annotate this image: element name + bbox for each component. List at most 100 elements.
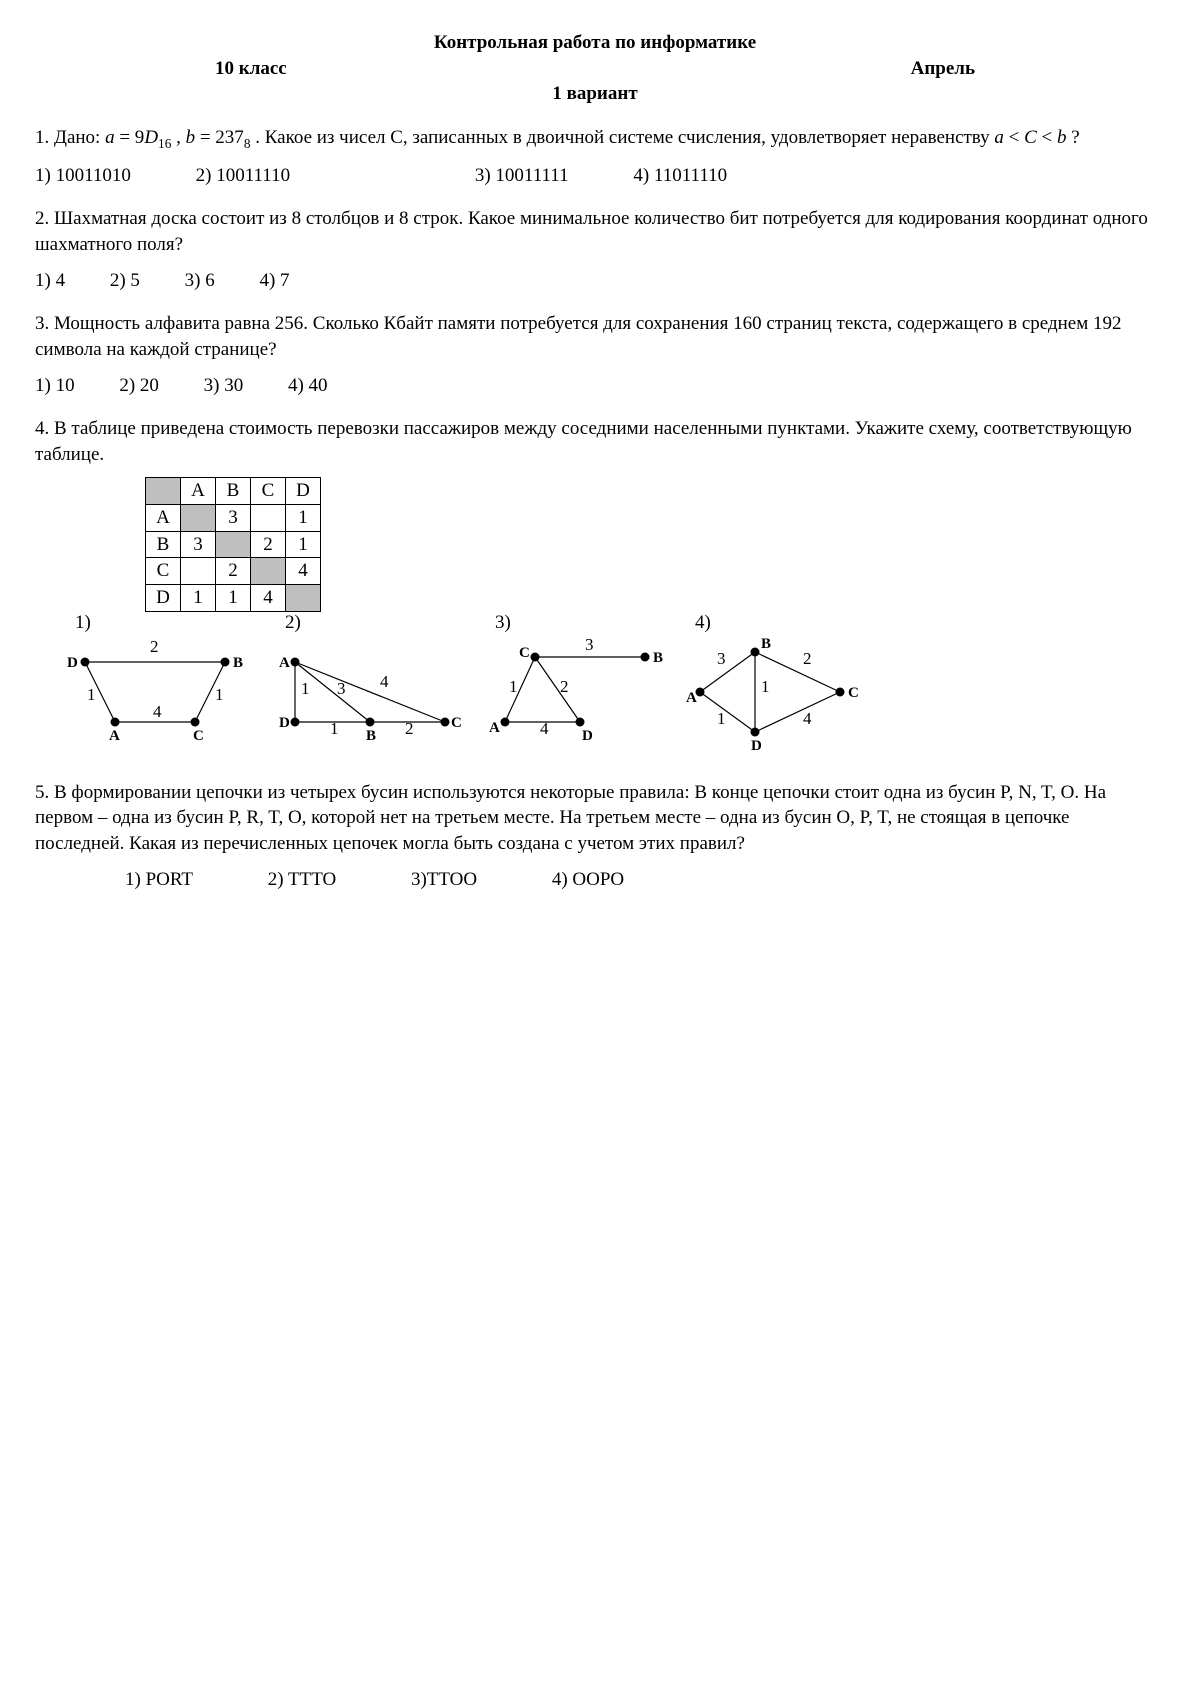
q1-comma: , (176, 127, 186, 148)
svg-text:D: D (279, 715, 290, 731)
q5-opt2: 2) TTTO (268, 867, 336, 893)
q1-lt2: < (1037, 127, 1057, 148)
q3-options: 1) 10 2) 20 3) 30 4) 40 (35, 373, 1155, 399)
graph-4: 32114BACD (685, 632, 875, 752)
graph-1-box: 1) 2114DBAC (65, 632, 265, 752)
tbl-BB (216, 531, 251, 558)
svg-text:B: B (233, 655, 243, 671)
svg-text:1: 1 (761, 677, 770, 696)
q5-opt4: 4) OOPO (552, 867, 624, 893)
tbl-col-A: A (181, 478, 216, 505)
graph-2: 13412ADBC (275, 632, 475, 752)
svg-text:2: 2 (803, 649, 812, 668)
graph-2-box: 2) 13412ADBC (275, 632, 475, 752)
q1-options: 1) 10011010 2) 10011110 3) 10011111 4) 1… (35, 163, 1155, 189)
graph-4-box: 4) 32114BACD (685, 632, 875, 752)
q4-graphs: 1) 2114DBAC 2) 13412ADBC 3) 3124CBAD 4) … (65, 632, 1155, 752)
q1-lt1: < (1004, 127, 1024, 148)
q1-opt4: 4) 11011110 (633, 163, 727, 189)
svg-text:4: 4 (380, 672, 389, 691)
q2-opt2: 2) 5 (110, 268, 140, 294)
svg-text:D: D (751, 738, 762, 752)
q2-opt3: 3) 6 (185, 268, 215, 294)
tbl-CC (251, 558, 286, 585)
tbl-col-C: C (251, 478, 286, 505)
svg-text:1: 1 (330, 719, 339, 738)
tbl-AB: 3 (216, 505, 251, 532)
variant-label: 1 вариант (35, 81, 1155, 107)
svg-text:2: 2 (150, 637, 159, 656)
svg-text:D: D (582, 728, 593, 744)
svg-text:A: A (279, 655, 290, 671)
tbl-DB: 1 (216, 584, 251, 611)
svg-text:4: 4 (540, 719, 549, 738)
q1-ineq-c: C (1024, 127, 1037, 148)
svg-text:1: 1 (301, 679, 310, 698)
tbl-AD: 1 (286, 505, 321, 532)
svg-text:1: 1 (87, 685, 96, 704)
tbl-CD: 4 (286, 558, 321, 585)
q5-options: 1) PORT 2) TTTO 3)TTOO 4) OOPO (35, 867, 1155, 893)
tbl-row-A: A (146, 505, 181, 532)
svg-text:1: 1 (509, 677, 518, 696)
q1-tail: ? (1067, 127, 1080, 148)
q3-opt1: 1) 10 (35, 373, 75, 399)
graph-3-box: 3) 3124CBAD (485, 632, 675, 752)
svg-text:D: D (67, 655, 78, 671)
q3-opt2: 2) 20 (119, 373, 159, 399)
svg-text:1: 1 (717, 709, 726, 728)
question-5: 5. В формировании цепочки из четырех бус… (35, 780, 1155, 857)
tbl-DA: 1 (181, 584, 216, 611)
q1-a-eq: = 9 (115, 127, 145, 148)
q5-opt1: 1) PORT (125, 867, 193, 893)
graph-1-label: 1) (75, 610, 91, 636)
svg-text:3: 3 (717, 649, 726, 668)
tbl-DC: 4 (251, 584, 286, 611)
tbl-CB: 2 (216, 558, 251, 585)
q1-a-sub: 16 (158, 136, 171, 151)
svg-text:4: 4 (803, 709, 812, 728)
tbl-row-C: C (146, 558, 181, 585)
q1-opt3: 3) 10011111 (475, 163, 569, 189)
q1-opt2: 2) 10011110 (196, 163, 290, 189)
q1-b-sub: 8 (244, 136, 251, 151)
q3-opt4: 4) 40 (288, 373, 328, 399)
svg-text:4: 4 (153, 702, 162, 721)
tbl-AA (181, 505, 216, 532)
svg-text:C: C (451, 715, 462, 731)
q1-prefix: 1. Дано: (35, 127, 105, 148)
svg-text:1: 1 (215, 685, 224, 704)
tbl-BA: 3 (181, 531, 216, 558)
question-4: 4. В таблице приведена стоимость перевоз… (35, 416, 1155, 467)
svg-text:B: B (761, 636, 771, 652)
graph-3-label: 3) (495, 610, 511, 636)
tbl-DD (286, 584, 321, 611)
q2-opt1: 1) 4 (35, 268, 65, 294)
svg-text:B: B (366, 728, 376, 744)
q1-ineq-a: a (994, 127, 1004, 148)
page-header: Контрольная работа по информатике 10 кла… (35, 30, 1155, 107)
tbl-BD: 1 (286, 531, 321, 558)
q1-b-eq: = 237 (195, 127, 244, 148)
q4-table: A B C D A 3 1 B 3 2 1 C 2 4 D 1 1 4 (145, 477, 321, 611)
svg-text:A: A (489, 720, 500, 736)
tbl-AC (251, 505, 286, 532)
tbl-BC: 2 (251, 531, 286, 558)
svg-text:C: C (519, 645, 530, 661)
question-2: 2. Шахматная доска состоит из 8 столбцов… (35, 206, 1155, 257)
svg-text:A: A (686, 690, 697, 706)
svg-text:3: 3 (585, 635, 594, 654)
svg-text:2: 2 (405, 719, 414, 738)
svg-text:B: B (653, 650, 663, 666)
tbl-corner (146, 478, 181, 505)
question-1: 1. Дано: a = 9D16 , b = 2378 . Какое из … (35, 125, 1155, 153)
graph-3: 3 1 2 4 C B A D (485, 632, 675, 752)
month-label: Апрель (911, 56, 975, 82)
q1-a-var: a (105, 127, 115, 148)
svg-text:C: C (193, 728, 204, 744)
q1-opt1: 1) 10011010 (35, 163, 131, 189)
q5-opt3: 3)TTOO (411, 867, 477, 893)
svg-text:2: 2 (560, 677, 569, 696)
graph-2-label: 2) (285, 610, 301, 636)
graph-4-label: 4) (695, 610, 711, 636)
